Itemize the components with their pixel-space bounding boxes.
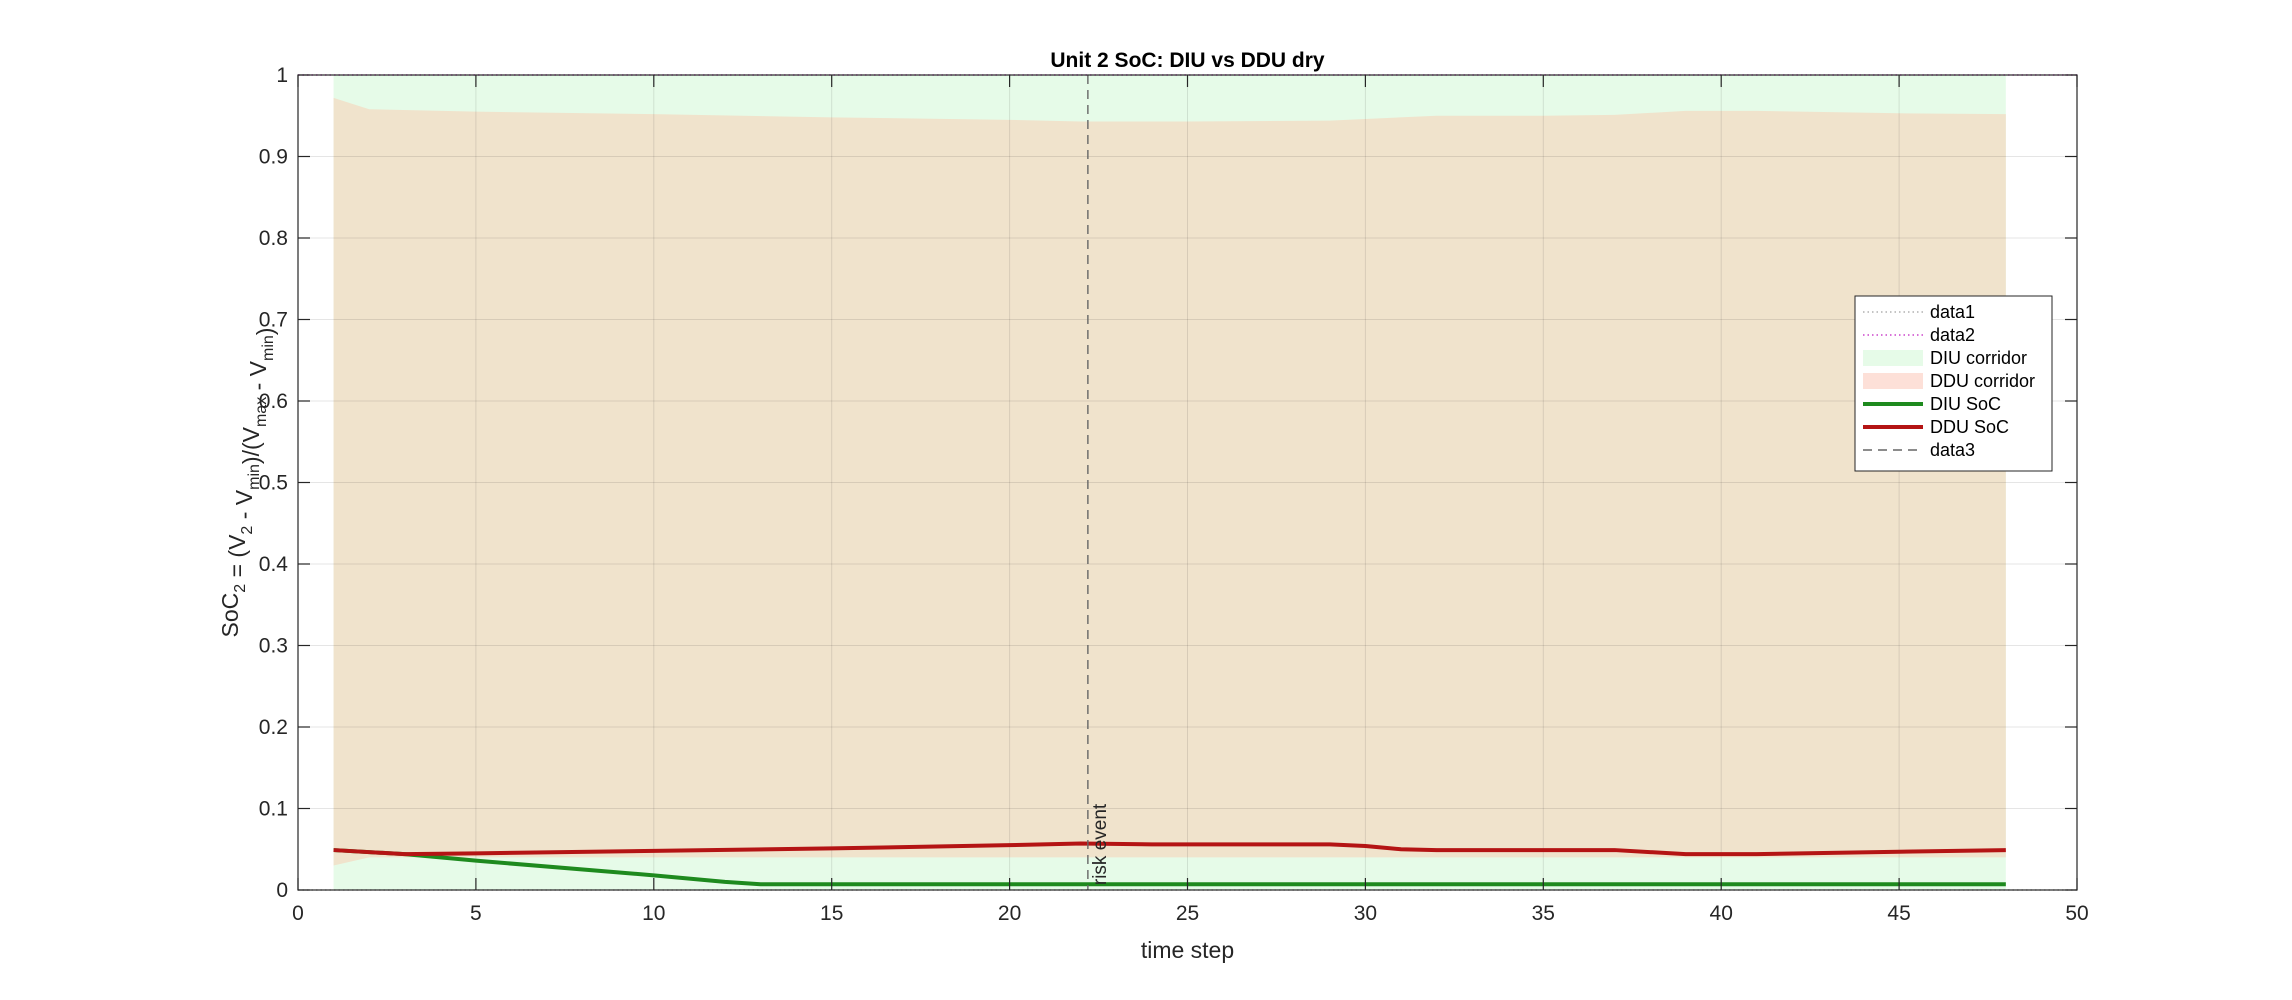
annotation-risk-event: risk event [1090, 803, 1111, 885]
y-tick-label: 1 [276, 64, 288, 87]
y-tick-label: 0.1 [259, 798, 288, 821]
x-tick-label: 40 [1710, 902, 1733, 925]
legend: data1 data2 DIU corridor DDU corridor DIU So… [1854, 295, 2053, 472]
x-tick-label: 10 [642, 902, 665, 925]
x-tick-label: 25 [1176, 902, 1199, 925]
y-axis-label: SoC2 = (V2 - Vmin)/(Vmax - Vmin) [217, 328, 278, 638]
x-tick-label: 5 [470, 902, 482, 925]
y-tick-label: 0 [276, 879, 288, 902]
chart-title: Unit 2 SoC: DIU vs DDU dry [1050, 49, 1325, 72]
y-tick-label: 0.9 [259, 146, 288, 169]
x-tick-label: 50 [2065, 902, 2088, 925]
x-tick-label: 15 [820, 902, 843, 925]
x-tick-label: 30 [1354, 902, 1377, 925]
legend-label-data3: data3 [1930, 440, 1975, 460]
y-tick-label: 0.4 [259, 553, 289, 576]
y-tick-label: 0.8 [259, 227, 288, 250]
series-ddu-soc [333, 841, 2006, 857]
y-tick-label: 0.7 [259, 309, 288, 332]
x-tick-label: 0 [292, 902, 304, 925]
tick-labels: 0 5 10 15 20 25 30 35 40 45 50 0 0.1 0.2 0.3 0.4 0.5 0.6 0… [259, 64, 2089, 925]
legend-swatch-ddu-corridor [1863, 373, 1923, 389]
annotations: risk event [1090, 803, 1111, 885]
series-diu-soc [333, 848, 2006, 887]
y-tick-label: 0.6 [259, 390, 288, 413]
y-tick-label: 0.5 [259, 472, 288, 495]
legend-label-data1: data1 [1930, 302, 1975, 322]
x-tick-label: 35 [1532, 902, 1555, 925]
x-tick-label: 45 [1887, 902, 1910, 925]
legend-label-diu-corridor: DIU corridor [1930, 348, 2027, 368]
legend-label-ddu-corridor: DDU corridor [1930, 371, 2035, 391]
y-tick-label: 0.2 [259, 716, 288, 739]
legend-swatch-diu-corridor [1863, 350, 1923, 366]
x-axis-label: time step [1141, 937, 1234, 963]
y-tick-label: 0.3 [259, 635, 288, 658]
legend-label-diu-soc: DIU SoC [1930, 394, 2001, 414]
axes [297, 74, 2078, 891]
series-lines [298, 74, 2077, 891]
x-tick-label: 20 [998, 902, 1021, 925]
legend-label-data2: data2 [1930, 325, 1975, 345]
band-ddu-corridor [333, 97, 2006, 866]
corridor-bands [333, 75, 2006, 890]
legend-label-ddu-soc: DDU SoC [1930, 417, 2009, 437]
